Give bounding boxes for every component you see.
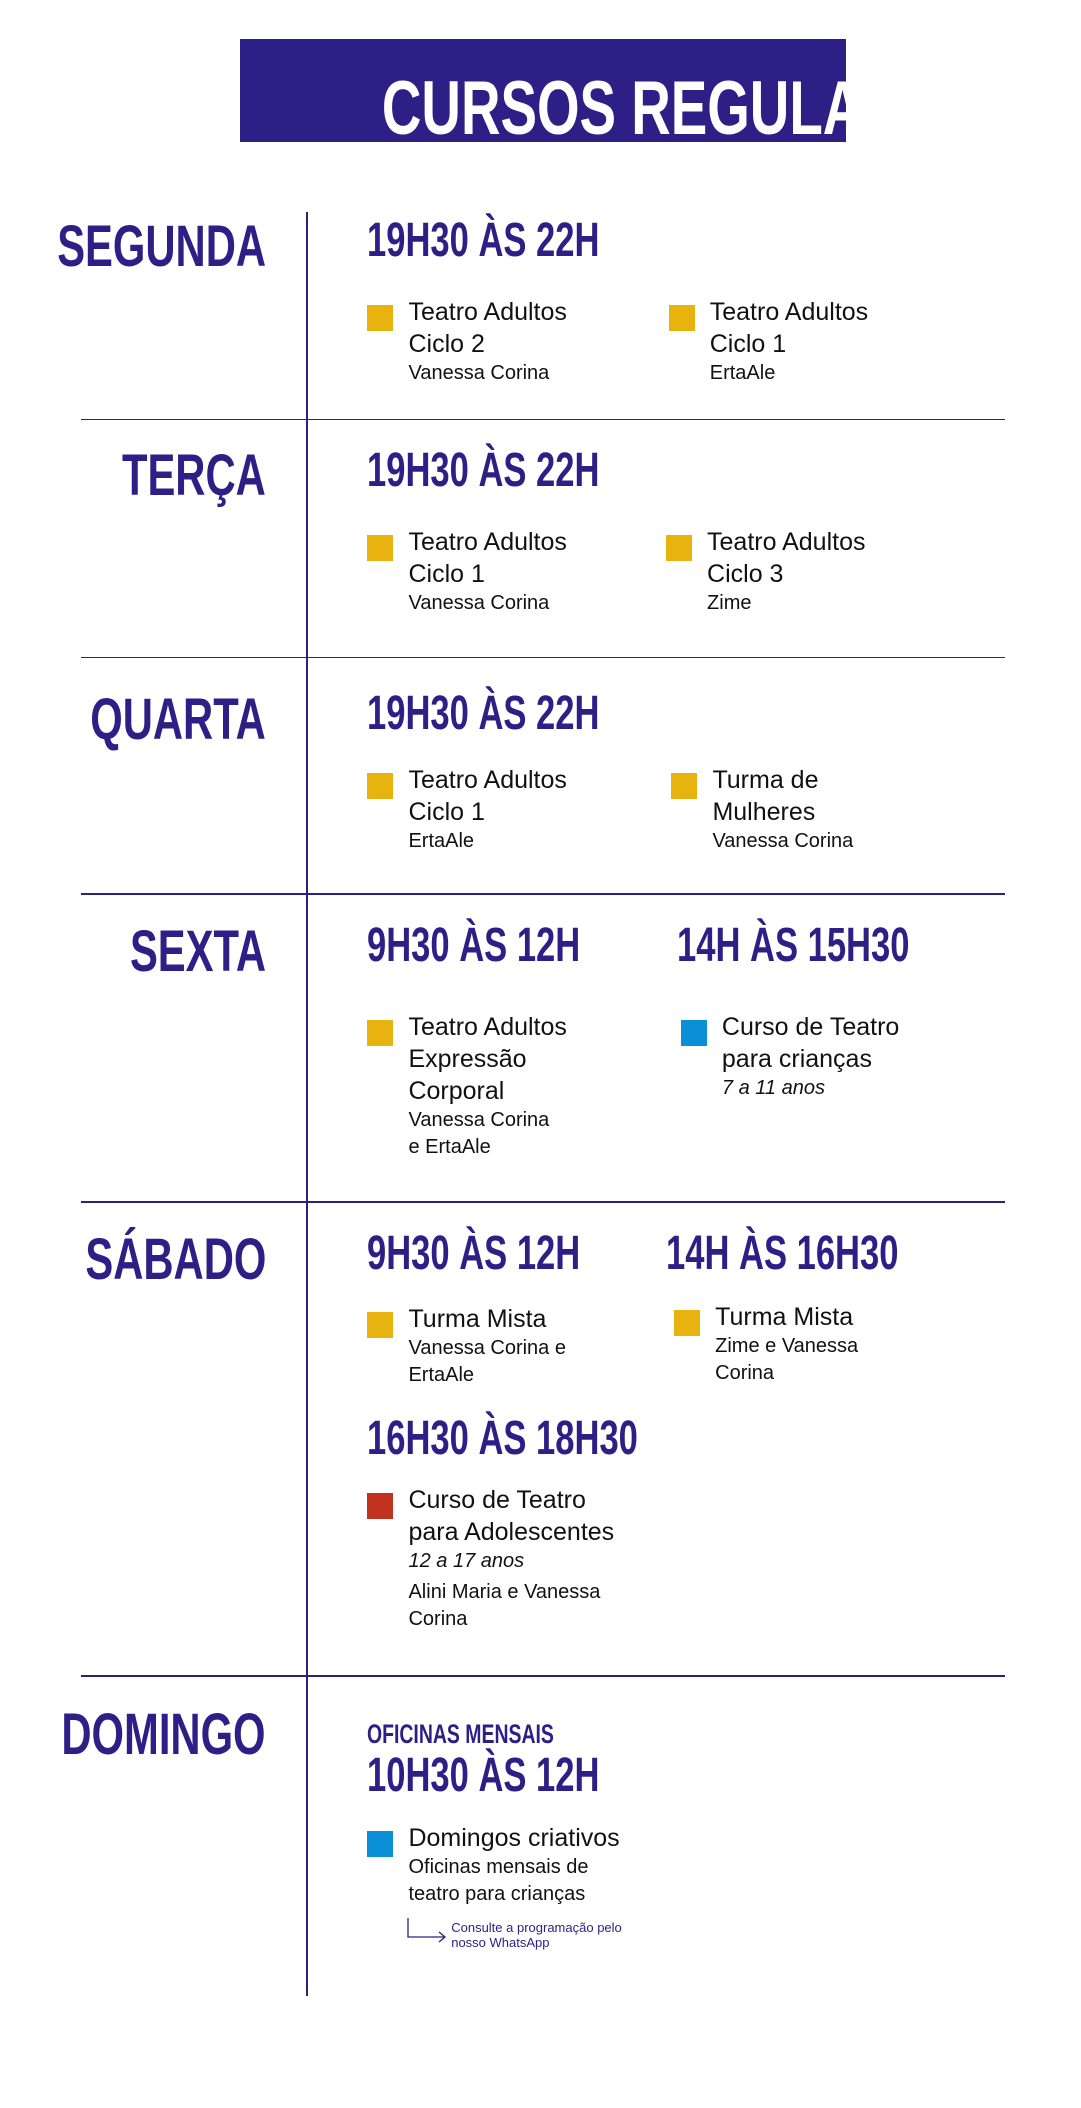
teacher: Alini Maria e Vanessa Corina [408, 1580, 601, 1630]
course-title: Teatro Adultos Ciclo 2 [408, 298, 567, 359]
course-marker [367, 1492, 394, 1519]
time: 9H30 ÀS 12H [367, 1227, 581, 1281]
course: Curso de Teatro para crianças 7 a 11 anos [722, 1011, 899, 1102]
course: Teatro Adultos Expressão Corporal Vanessa… [408, 1011, 566, 1161]
time: 9H30 ÀS 12H [367, 919, 581, 973]
course-marker [367, 1830, 394, 1857]
course: Teatro Adultos Ciclo 1 ErtaAle [408, 764, 566, 855]
day-wrap: SÁBADO [15, 1226, 266, 1292]
day-name: QUARTA [90, 686, 266, 752]
day-wrap: TERÇA [66, 447, 266, 505]
teacher: Vanessa Corina [712, 829, 854, 852]
course: Curso de Teatro para Adolescentes 12 a 17… [408, 1484, 614, 1633]
day-wrap: SEXTA [77, 918, 266, 984]
teacher: Vanessa Corina e ErtaAle [408, 1336, 566, 1386]
day-wrap: QUARTA [22, 686, 266, 752]
time-wrap: 16H30 ÀS 18H30 [367, 1415, 743, 1463]
age-range: 12 a 17 anos [408, 1549, 525, 1572]
day-wrap: SEGUNDA [0, 213, 266, 279]
teacher: ErtaAle [709, 362, 776, 385]
teacher: Vanessa Corina [408, 591, 550, 614]
title-box: CURSOS REGULARES 2026 [240, 39, 1081, 147]
course-title: Curso de Teatro para Adolescentes [408, 1485, 615, 1546]
course: Teatro Adultos Ciclo 1 Vanessa Corina [408, 526, 566, 617]
course-marker [680, 1020, 707, 1046]
time-wrap: 10H30 ÀS 12H [367, 1748, 690, 1802]
course: Teatro Adultos Ciclo 2 Vanessa Corina [408, 296, 566, 387]
course-title: Turma Mista [408, 1304, 547, 1333]
day-name: SEXTA [129, 918, 266, 984]
time: 14H ÀS 16H30 [666, 1227, 899, 1281]
course: Teatro Adultos Ciclo 3 Zime [707, 526, 865, 617]
divider [81, 656, 1005, 659]
course: Turma Mista Vanessa Corina e ErtaAle [408, 1303, 566, 1389]
teacher: Zime [707, 591, 752, 614]
label-wrap: OFICINAS MENSAIS [367, 1721, 627, 1748]
course-marker [367, 1020, 394, 1046]
course-marker [367, 772, 394, 799]
time: 14H ÀS 15H30 [676, 919, 910, 973]
course: Domingos criativos Oficinas mensais de te… [408, 1822, 619, 1908]
time: 19H30 ÀS 22H [367, 213, 600, 267]
course-marker [671, 772, 698, 799]
divider [81, 1675, 1005, 1677]
workshop-label: OFICINAS MENSAIS [367, 1719, 555, 1750]
note-arrow [407, 1918, 447, 1943]
time-wrap: 19H30 ÀS 22H [367, 213, 690, 267]
teacher: ErtaAle [408, 829, 475, 852]
teacher: Vanessa Corina e ErtaAle [408, 1109, 550, 1158]
day-name: DOMINGO [61, 1702, 266, 1768]
course-marker [367, 305, 394, 332]
course: Turma Mista Zime e Vanessa Corina [715, 1301, 858, 1387]
day-name: SEGUNDA [57, 213, 266, 279]
divider [81, 1201, 1005, 1203]
time-wrap: 9H30 ÀS 12H [367, 922, 663, 970]
time-wrap: 19H30 ÀS 22H [367, 443, 690, 497]
course-title: Teatro Adultos Ciclo 1 [408, 527, 567, 588]
course-marker [367, 1311, 394, 1338]
time-wrap: 14H ÀS 15H30 [677, 922, 1000, 970]
time-wrap: 14H ÀS 16H30 [666, 1230, 989, 1278]
time: 16H30 ÀS 18H30 [367, 1412, 639, 1466]
divider [81, 893, 1005, 895]
course-title: Turma Mista [715, 1303, 854, 1332]
course: Turma de Mulheres Vanessa Corina [712, 764, 853, 855]
teacher: Vanessa Corina [408, 362, 550, 385]
course-marker [666, 534, 693, 561]
course-title: Turma de Mulheres [712, 765, 819, 826]
course-marker [668, 305, 695, 332]
time-wrap: 9H30 ÀS 12H [367, 1230, 663, 1278]
time: 10H30 ÀS 12H [367, 1748, 600, 1802]
time-wrap: 19H30 ÀS 22H [367, 686, 690, 740]
course-title: Teatro Adultos Ciclo 1 [408, 765, 567, 826]
course-title: Teatro Adultos Expressão Corporal [408, 1013, 567, 1105]
teacher: Oficinas mensais de teatro para crianças [408, 1855, 589, 1905]
day-wrap: DOMINGO [0, 1706, 266, 1764]
divider [81, 418, 1005, 421]
course-title: Curso de Teatro para crianças [721, 1013, 900, 1073]
day-name: TERÇA [122, 443, 266, 509]
course-title: Teatro Adultos Ciclo 1 [709, 298, 869, 359]
course-marker [367, 534, 394, 561]
time: 19H30 ÀS 22H [367, 443, 600, 497]
teacher: Zime e Vanessa Corina [715, 1335, 859, 1385]
title: CURSOS REGULARES 2026 [381, 66, 1081, 151]
course: Teatro Adultos Ciclo 1 ErtaAle [710, 296, 868, 387]
day-name: SÁBADO [85, 1226, 266, 1292]
course-title: Teatro Adultos Ciclo 3 [707, 527, 866, 588]
age-range: 7 a 11 anos [721, 1077, 825, 1099]
course-marker [674, 1310, 701, 1337]
time: 19H30 ÀS 22H [367, 686, 600, 740]
note: Consulte a programação pelo nosso WhatsA… [451, 1920, 622, 1951]
vertical-rule [306, 212, 308, 1996]
course-title: Domingos criativos [408, 1823, 620, 1852]
